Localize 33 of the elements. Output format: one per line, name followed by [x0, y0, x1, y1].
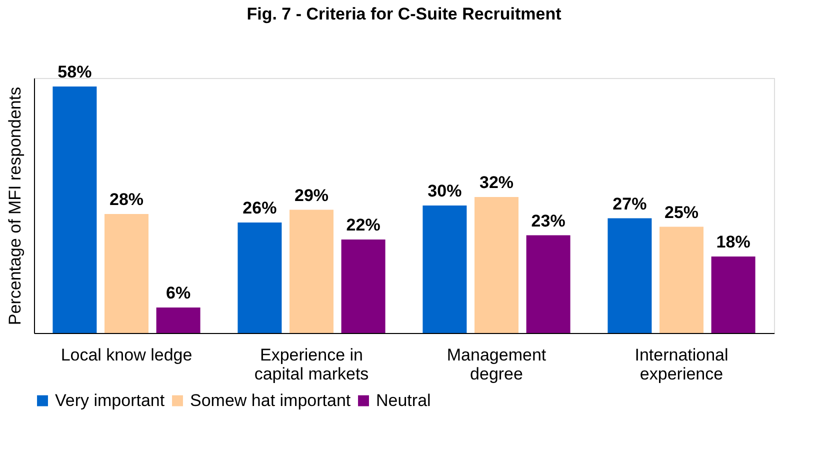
chart-title: Fig. 7 - Criteria for C-Suite Recruitment [246, 4, 562, 24]
data-label: 6% [166, 284, 191, 302]
bar [341, 240, 386, 333]
bar [156, 308, 200, 333]
data-label: 27% [612, 194, 647, 214]
x-tick-label: Management degree [446, 346, 546, 384]
data-label: 23% [531, 211, 566, 230]
x-tick-label: Experience in capital markets [254, 346, 369, 384]
data-label: 32% [479, 173, 514, 192]
data-label: 30% [428, 182, 462, 200]
bar [526, 235, 570, 333]
bar [290, 210, 334, 333]
bar [52, 86, 97, 333]
x-tick-label: Local know ledge [60, 346, 192, 364]
data-label: 28% [109, 190, 144, 209]
legend-label: Neutral [376, 390, 431, 410]
bar [711, 256, 756, 333]
data-label: 25% [664, 202, 699, 222]
legend-label: Very important [55, 390, 165, 410]
bar [474, 197, 518, 333]
data-label: 22% [346, 216, 380, 234]
legend-label: Somew hat important [190, 390, 351, 410]
bar [660, 226, 704, 333]
data-label: 26% [242, 198, 277, 218]
bar [104, 214, 148, 333]
data-label: 58% [58, 62, 92, 82]
bar [238, 222, 282, 333]
data-label: 18% [716, 232, 750, 252]
data-label: 29% [294, 186, 329, 205]
bar [608, 218, 652, 333]
y-axis-title: Percentage of MFI respondents [6, 86, 24, 326]
x-tick-label: International experience [634, 346, 728, 384]
bar [422, 206, 467, 333]
